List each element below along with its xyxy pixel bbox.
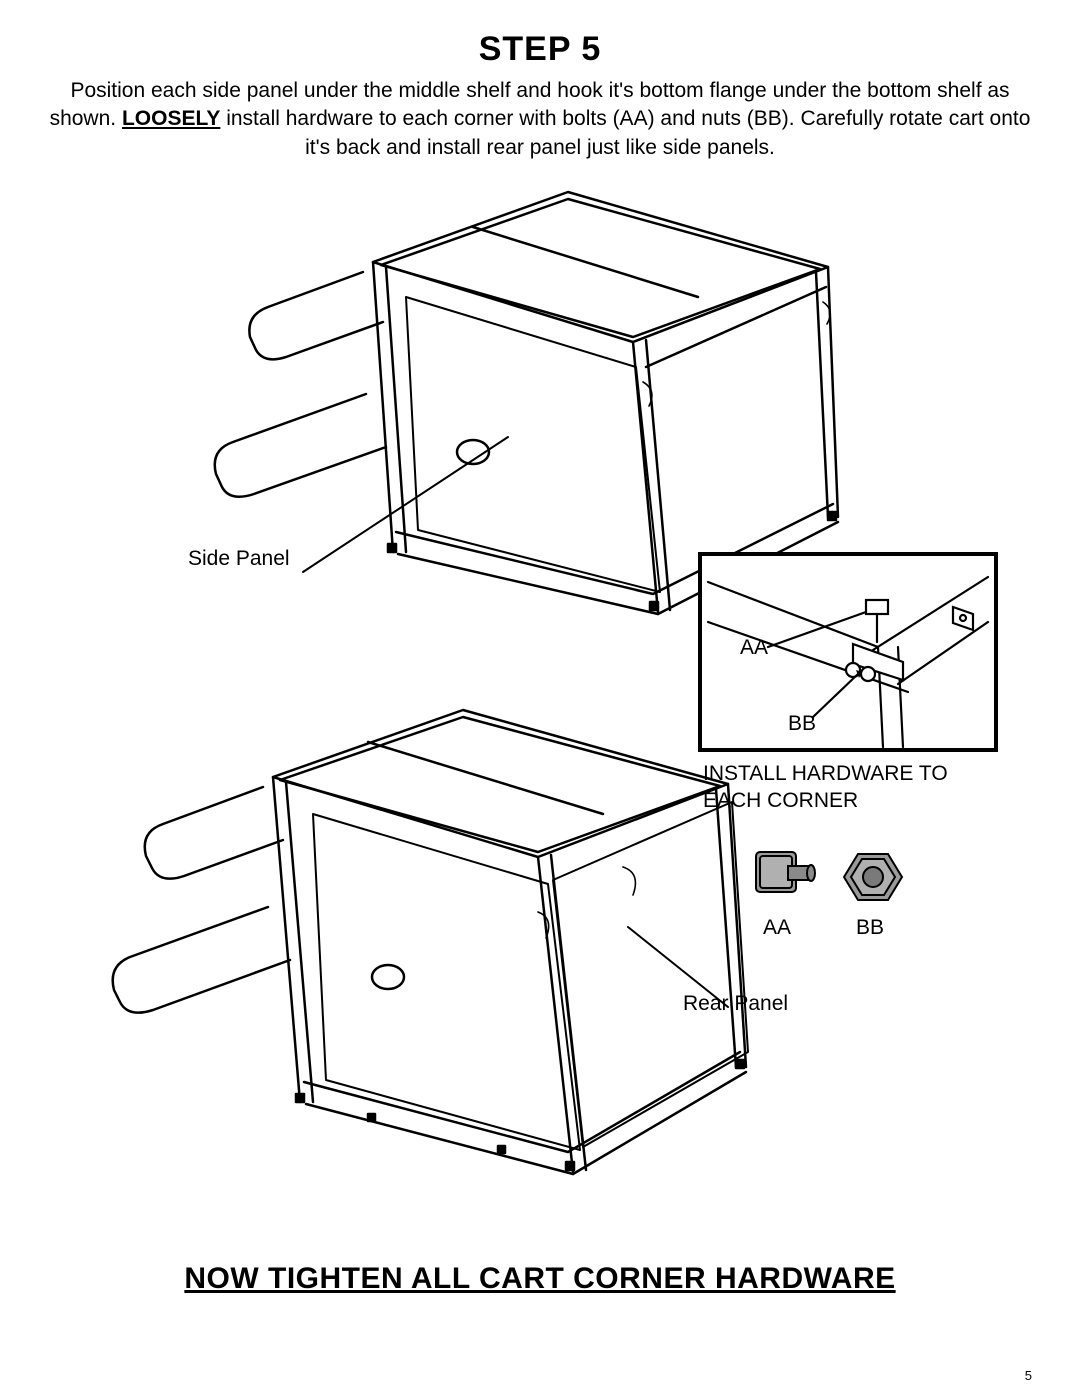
svg-text:AA: AA	[740, 636, 768, 659]
step-title: STEP 5	[48, 30, 1032, 69]
svg-text:BB: BB	[788, 712, 816, 735]
hardware-nut-icon	[838, 842, 908, 912]
page: STEP 5 Position each side panel under th…	[0, 0, 1080, 1397]
diagram-area: Side Panel	[48, 182, 1032, 1252]
side-panel-callout: Side Panel	[188, 547, 290, 571]
page-number: 5	[1025, 1368, 1032, 1383]
cart-lower-drawing	[68, 702, 768, 1242]
footer-instruction: NOW TIGHTEN ALL CART CORNER HARDWARE	[48, 1262, 1032, 1296]
instructions-post: install hardware to each corner with bol…	[220, 107, 1030, 158]
rear-panel-callout: Rear Panel	[683, 992, 788, 1016]
hardware-bb-label: BB	[856, 916, 884, 940]
instructions-emphasis: LOOSELY	[122, 107, 220, 130]
instructions-paragraph: Position each side panel under the middl…	[48, 77, 1032, 162]
